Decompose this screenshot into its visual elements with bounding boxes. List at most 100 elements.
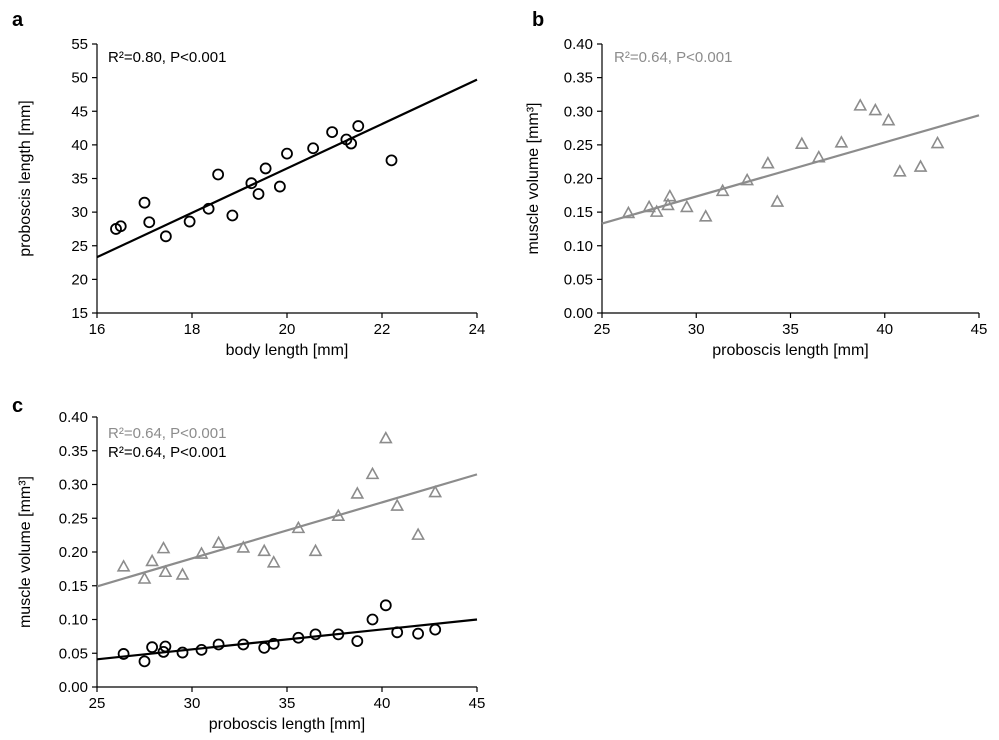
x-tick-label: 22 bbox=[374, 321, 391, 338]
data-point-circle bbox=[212, 168, 225, 181]
data-point-triangle bbox=[308, 543, 323, 557]
data-point-circle bbox=[212, 638, 225, 651]
data-point-circle bbox=[273, 180, 286, 193]
data-point-triangle bbox=[145, 553, 159, 567]
data-point-triangle bbox=[236, 540, 251, 553]
y-tick-label: 20 bbox=[71, 271, 88, 288]
data-point-triangle bbox=[194, 546, 209, 559]
data-point-circle bbox=[146, 641, 159, 654]
y-tick-label: 0.15 bbox=[59, 578, 88, 595]
data-point-triangle bbox=[913, 159, 928, 172]
data-point-triangle bbox=[390, 498, 405, 511]
y-tick-label: 0.35 bbox=[564, 70, 593, 87]
y-tick-label: 0.40 bbox=[59, 409, 88, 426]
data-point-triangle bbox=[378, 430, 393, 444]
x-tick-label: 25 bbox=[89, 695, 106, 712]
data-point-circle bbox=[352, 120, 365, 132]
data-point-circle bbox=[326, 126, 339, 138]
data-point-circle bbox=[143, 216, 156, 229]
x-tick-label: 45 bbox=[469, 695, 486, 712]
data-point-triangle bbox=[770, 194, 785, 207]
data-point-circle bbox=[379, 599, 392, 612]
data-point-circle bbox=[245, 177, 258, 190]
y-tick-label: 0.30 bbox=[564, 103, 593, 120]
data-point-circle bbox=[138, 655, 151, 668]
panel-c: c 0.00 0.05 0.10 0.15 0.20 0.25 0.30 0.35 0.40 25 3… bbox=[12, 395, 485, 733]
y-tick-label: 0.20 bbox=[59, 544, 88, 561]
data-point-triangle bbox=[698, 209, 713, 222]
data-point-triangle bbox=[266, 555, 281, 568]
data-point-circle bbox=[138, 196, 151, 209]
y-tick-label: 0.05 bbox=[564, 271, 593, 288]
data-point-triangle bbox=[158, 564, 173, 578]
y-tick-label: 0.35 bbox=[59, 443, 88, 460]
x-tick-label: 40 bbox=[876, 321, 893, 338]
data-point-circle bbox=[117, 648, 130, 660]
data-point-circle bbox=[258, 641, 271, 654]
data-point-triangle bbox=[116, 559, 131, 572]
x-tick-label: 25 bbox=[594, 321, 611, 338]
y-tick-label: 50 bbox=[71, 70, 88, 87]
data-point-triangle bbox=[428, 484, 443, 498]
data-point-triangle bbox=[740, 172, 754, 186]
y-axis-label: muscle volume [mm³] bbox=[525, 102, 542, 254]
data-point-circle bbox=[202, 202, 215, 215]
y-tick-label: 30 bbox=[71, 204, 88, 221]
x-axis-label: proboscis length [mm] bbox=[712, 342, 869, 359]
panel-letter: a bbox=[12, 9, 24, 31]
data-point-circle bbox=[114, 220, 127, 233]
y-tick-label: 25 bbox=[71, 238, 88, 255]
x-axis-label: body length [mm] bbox=[226, 342, 349, 359]
data-point-triangle bbox=[661, 197, 675, 211]
y-tick-label: 55 bbox=[71, 36, 88, 53]
x-tick-label: 30 bbox=[184, 695, 201, 712]
data-point-triangle bbox=[350, 486, 365, 499]
x-tick-label: 35 bbox=[279, 695, 296, 712]
data-point-circle bbox=[176, 646, 189, 659]
y-tick-label: 0.25 bbox=[564, 137, 593, 154]
x-tick-label: 20 bbox=[279, 321, 296, 338]
data-point-triangle bbox=[834, 135, 849, 148]
stats-annotation: R²=0.64, P<0.001 bbox=[614, 49, 732, 66]
stats-annotation: R²=0.80, P<0.001 bbox=[108, 49, 226, 66]
data-point-triangle bbox=[257, 543, 272, 557]
data-point-triangle bbox=[331, 508, 346, 522]
data-point-circle bbox=[385, 154, 398, 167]
data-point-triangle bbox=[715, 183, 730, 197]
data-point-triangle bbox=[175, 567, 190, 580]
data-point-triangle bbox=[679, 199, 694, 213]
data-point-circle bbox=[252, 188, 265, 200]
y-tick-label: 0.15 bbox=[564, 204, 593, 221]
panel-b: b 0.00 0.05 0.10 0.15 0.20 0.25 0.30 0.35 0.40 25 3… bbox=[525, 9, 987, 359]
data-point-circle bbox=[292, 631, 305, 644]
x-axis-label: proboscis length [mm] bbox=[209, 716, 366, 733]
data-point-triangle bbox=[137, 571, 152, 584]
data-point-triangle bbox=[649, 204, 664, 217]
data-point-circle bbox=[345, 137, 358, 150]
panel-letter: c bbox=[12, 395, 23, 417]
data-point-circle bbox=[391, 626, 404, 639]
regression-line bbox=[601, 114, 980, 225]
y-tick-label: 0.20 bbox=[564, 171, 593, 188]
x-tick-label: 35 bbox=[782, 321, 799, 338]
data-point-triangle bbox=[892, 164, 907, 177]
y-tick-label: 0.30 bbox=[59, 477, 88, 494]
x-tick-label: 18 bbox=[184, 321, 201, 338]
data-point-circle bbox=[429, 623, 442, 636]
y-tick-label: 35 bbox=[71, 171, 88, 188]
data-point-circle bbox=[259, 162, 272, 175]
y-tick-label: 0.40 bbox=[564, 36, 593, 53]
panel-a: a 15 20 25 30 35 40 45 50 55 16 18 20 22 24 body length… bbox=[12, 9, 485, 359]
data-point-triangle bbox=[411, 527, 425, 540]
data-point-triangle bbox=[365, 466, 380, 480]
data-point-circle bbox=[307, 142, 320, 155]
x-tick-label: 40 bbox=[374, 695, 391, 712]
data-point-triangle bbox=[853, 98, 868, 111]
data-point-circle bbox=[226, 209, 239, 222]
y-tick-label: 40 bbox=[71, 137, 88, 154]
x-tick-label: 45 bbox=[971, 321, 988, 338]
stats-annotation: R²=0.64, P<0.001 bbox=[108, 425, 226, 442]
data-point-circle bbox=[183, 215, 196, 228]
data-point-circle bbox=[237, 638, 250, 651]
